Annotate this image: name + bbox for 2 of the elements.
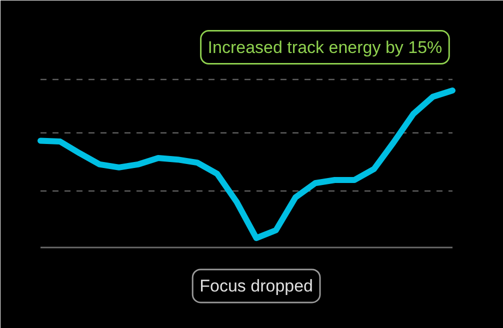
text: Focus dropped — [200, 276, 314, 296]
text: Increased track energy by 15% — [208, 38, 442, 57]
